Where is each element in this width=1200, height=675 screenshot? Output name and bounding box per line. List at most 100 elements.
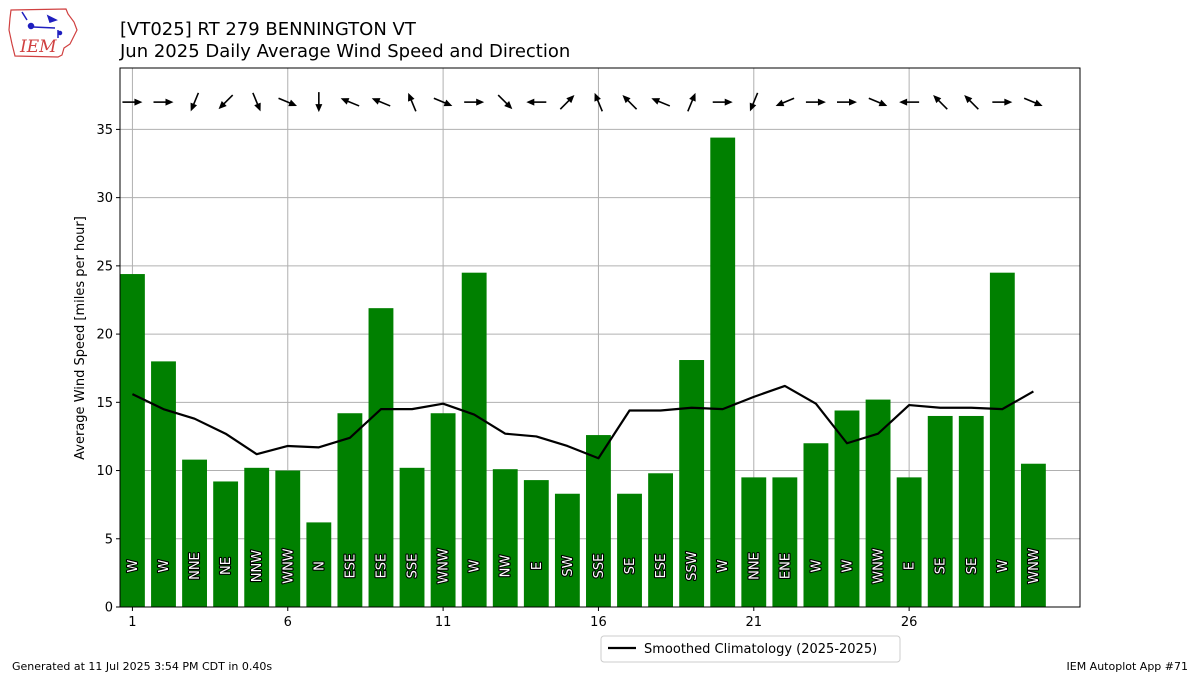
y-tick-label: 0 (105, 601, 113, 616)
direction-label-day-25: WNW (872, 548, 887, 584)
wind-arrow-day-8 (340, 98, 360, 107)
direction-label-day-29: W (996, 559, 1011, 572)
bar-day-3 (182, 459, 207, 607)
plot-frame (119, 67, 1081, 608)
bar-day-7 (306, 522, 332, 607)
wind-arrow-day-3 (190, 92, 200, 112)
direction-label-day-21: NNE (747, 552, 762, 580)
wind-arrow-day-22 (775, 97, 795, 107)
direction-label-day-5: NNW (250, 550, 265, 582)
wind-arrow-day-10 (408, 92, 417, 112)
bar-day-5 (244, 467, 270, 607)
bar-day-14 (523, 480, 549, 607)
direction-label-day-12: W (468, 559, 483, 572)
wind-arrow-day-14 (526, 98, 547, 106)
y-tick-label: 5 (105, 532, 113, 547)
wind-arrow-day-17 (622, 95, 638, 110)
direction-label-day-6: WNW (281, 548, 296, 584)
bar-day-17 (617, 493, 642, 607)
direction-label-day-14: E (530, 562, 545, 570)
wind-arrow-day-26 (899, 98, 920, 106)
bar-day-27 (927, 415, 953, 607)
bar-day-4 (213, 481, 239, 607)
footer-app: IEM Autoplot App #71 (1067, 660, 1189, 673)
wind-arrow-day-12 (464, 98, 485, 106)
legend-box (600, 635, 901, 663)
y-tick-label: 35 (96, 123, 113, 138)
wind-arrow-day-19 (687, 92, 696, 112)
x-axis-ticks: 1 6 11 16 21 26 (128, 607, 917, 630)
wind-arrow-day-28 (964, 95, 979, 110)
direction-label-day-16: SSE (592, 554, 607, 579)
bar-day-13 (492, 469, 518, 607)
wind-arrow-day-15 (559, 95, 575, 110)
direction-label-day-26: E (903, 562, 918, 570)
bar-day-9 (368, 308, 394, 607)
bar-day-18 (648, 473, 674, 607)
direction-label-day-2: W (157, 559, 172, 572)
wind-arrow-day-20 (712, 98, 733, 106)
bar-day-11 (430, 413, 456, 607)
bar-day-19 (679, 360, 705, 607)
bar-day-22 (772, 477, 798, 607)
bar-day-8 (337, 413, 363, 607)
wind-arrow-day-4 (218, 94, 234, 110)
x-tick-label: 6 (284, 615, 292, 630)
wind-arrow-day-24 (836, 98, 857, 106)
climatology-line (131, 384, 1034, 460)
direction-label-day-30: WNW (1027, 548, 1042, 584)
wind-arrow-day-16 (594, 92, 604, 112)
y-tick-label: 10 (96, 464, 113, 479)
y-tick-label: 20 (96, 328, 113, 343)
iem-logo: IEM (8, 8, 78, 58)
bar-series (120, 137, 1046, 607)
wind-arrow-day-23 (805, 98, 826, 106)
chart-title: [VT025] RT 279 BENNINGTON VT (120, 19, 417, 40)
direction-label-day-7: N (312, 561, 327, 571)
direction-label-day-10: SSE (406, 554, 421, 579)
direction-label-day-8: ESE (343, 554, 358, 579)
chart-subtitle: Jun 2025 Daily Average Wind Speed and Di… (119, 41, 570, 62)
x-tick-label: 16 (590, 615, 607, 630)
bar-day-28 (958, 415, 984, 607)
bar-day-16 (586, 435, 611, 607)
wind-arrow-day-25 (868, 97, 888, 107)
direction-label-day-11: WNW (437, 548, 452, 584)
bar-day-1 (120, 274, 145, 607)
wind-arrow-day-7 (315, 92, 323, 113)
direction-label-day-3: NNE (188, 552, 203, 580)
wind-arrow-day-1 (122, 98, 143, 106)
wind-arrow-day-2 (153, 98, 174, 106)
bar-day-2 (151, 361, 176, 607)
direction-label-day-9: ESE (374, 554, 389, 579)
wind-arrow-day-29 (992, 98, 1013, 106)
x-tick-label: 11 (435, 615, 452, 630)
wind-arrow-day-27 (933, 95, 948, 110)
legend: Smoothed Climatology (2025-2025) (600, 635, 901, 663)
wind-arrows (122, 92, 1043, 113)
direction-label-day-17: SE (623, 558, 638, 574)
wind-arrow-day-6 (278, 97, 298, 107)
wind-arrow-day-11 (433, 97, 453, 107)
direction-labels: W W NNE NE NNW WNW N ESE ESE SSE WNW W NW E SW SSE SE ESE… (125, 547, 1043, 585)
wind-arrow-day-21 (749, 92, 759, 112)
y-axis-label: Average Wind Speed [miles per hour] (73, 216, 88, 460)
footer-generated: Generated at 11 Jul 2025 3:54 PM CDT in … (12, 660, 272, 673)
wind-arrow-day-9 (371, 98, 391, 107)
bar-day-10 (399, 467, 425, 607)
legend-label: Smoothed Climatology (2025-2025) (644, 642, 877, 657)
direction-label-day-20: W (716, 559, 731, 572)
x-tick-label: 26 (901, 615, 918, 630)
bar-day-12 (461, 272, 487, 607)
bar-day-15 (554, 493, 580, 607)
bar-day-20 (710, 137, 736, 607)
direction-label-day-13: NW (499, 555, 514, 578)
y-axis-ticks: 0 5 10 15 20 25 30 35 (96, 123, 120, 616)
x-tick-label: 21 (746, 615, 763, 630)
direction-label-day-24: W (840, 559, 855, 572)
iowa-outline-icon (8, 8, 78, 58)
y-tick-label: 30 (96, 191, 113, 206)
wind-arrow-day-5 (252, 92, 261, 112)
x-tick-label: 1 (128, 615, 136, 630)
